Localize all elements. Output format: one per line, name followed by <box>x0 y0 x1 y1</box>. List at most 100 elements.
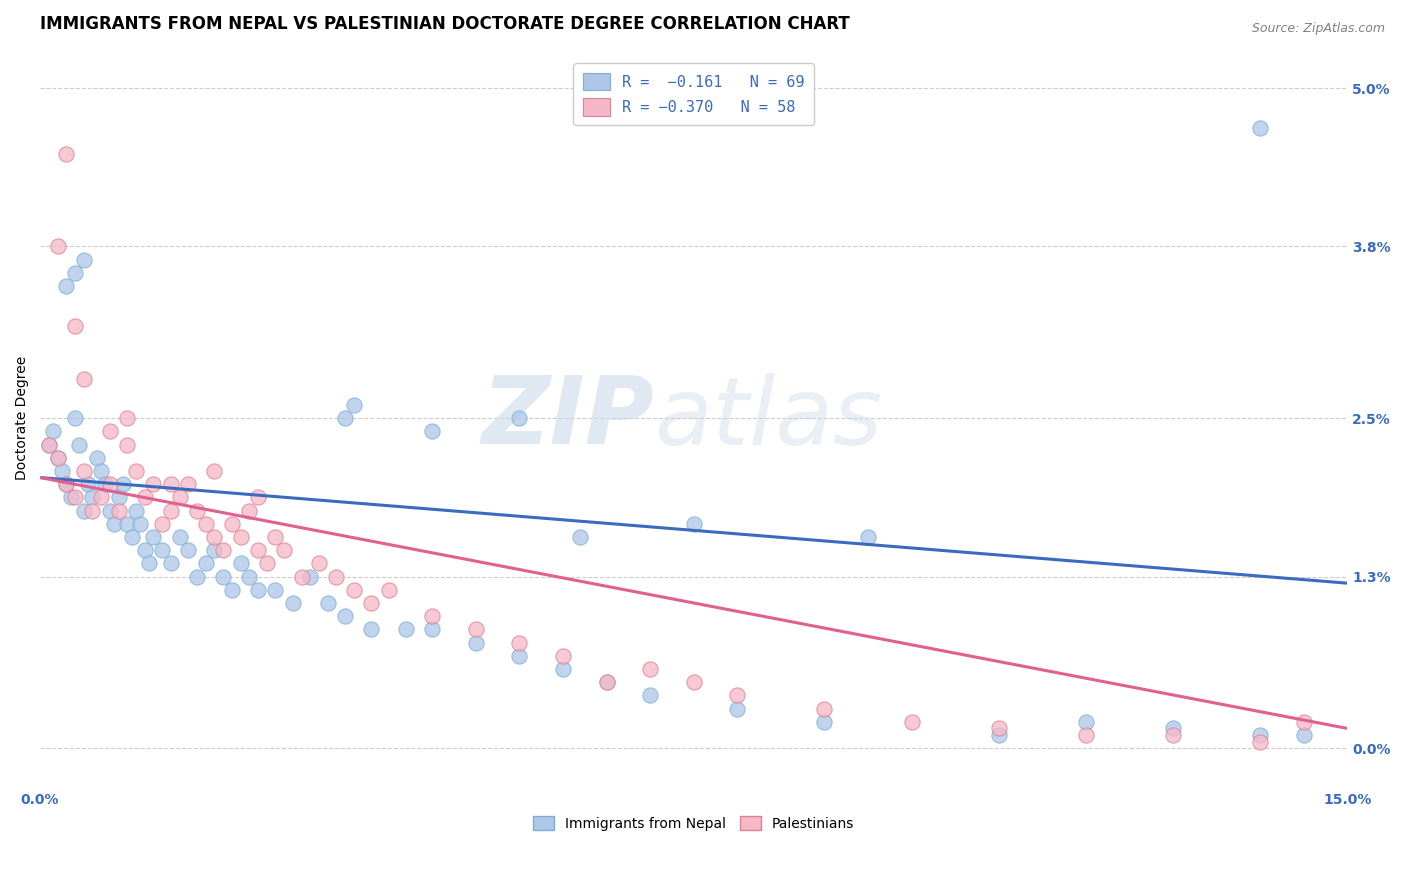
Point <box>82 503 104 517</box>
Point <box>273 543 295 558</box>
Point <box>281 596 304 610</box>
Point <box>82 491 104 505</box>
Point <box>59 491 82 505</box>
Point <box>1249 120 1271 135</box>
Point <box>212 569 235 583</box>
Point <box>308 557 330 571</box>
Point <box>46 239 69 253</box>
Point <box>987 722 1010 736</box>
Point <box>160 503 183 517</box>
Point <box>377 582 399 597</box>
Point <box>73 503 96 517</box>
Point <box>98 425 121 439</box>
Point <box>551 662 574 676</box>
Point <box>290 569 312 583</box>
Point <box>638 689 661 703</box>
Point <box>138 557 160 571</box>
Point <box>55 477 77 491</box>
Point <box>246 491 269 505</box>
Point <box>129 516 152 531</box>
Point <box>682 516 704 531</box>
Text: ZIP: ZIP <box>482 372 655 464</box>
Point <box>343 582 366 597</box>
Point <box>194 557 217 571</box>
Point <box>73 371 96 385</box>
Point <box>194 516 217 531</box>
Point <box>395 623 418 637</box>
Point <box>55 279 77 293</box>
Point <box>67 437 90 451</box>
Point <box>299 569 322 583</box>
Point <box>325 569 347 583</box>
Point <box>177 477 200 491</box>
Y-axis label: Doctorate Degree: Doctorate Degree <box>15 356 30 480</box>
Point <box>77 477 100 491</box>
Point <box>117 437 139 451</box>
Point <box>725 689 748 703</box>
Point <box>420 623 443 637</box>
Point <box>202 543 225 558</box>
Point <box>360 623 382 637</box>
Point <box>90 464 112 478</box>
Point <box>212 543 235 558</box>
Point <box>229 557 252 571</box>
Point <box>246 582 269 597</box>
Point <box>202 464 225 478</box>
Point <box>1292 714 1315 729</box>
Point <box>508 411 530 425</box>
Point <box>125 464 148 478</box>
Point <box>638 662 661 676</box>
Point <box>186 569 208 583</box>
Point <box>38 437 60 451</box>
Point <box>63 266 86 280</box>
Point <box>186 503 208 517</box>
Point <box>1249 728 1271 742</box>
Point <box>117 516 139 531</box>
Point <box>551 648 574 663</box>
Point <box>63 411 86 425</box>
Point <box>169 491 191 505</box>
Point <box>1074 728 1097 742</box>
Point <box>316 596 339 610</box>
Point <box>73 252 96 267</box>
Point <box>856 530 879 544</box>
Text: atlas: atlas <box>655 373 883 464</box>
Point <box>508 635 530 649</box>
Point <box>900 714 922 729</box>
Point <box>142 477 165 491</box>
Point <box>595 675 617 690</box>
Text: Source: ZipAtlas.com: Source: ZipAtlas.com <box>1251 22 1385 36</box>
Point <box>125 503 148 517</box>
Point <box>42 425 65 439</box>
Point <box>121 530 143 544</box>
Point <box>55 147 77 161</box>
Point <box>46 450 69 465</box>
Point <box>221 516 243 531</box>
Point <box>813 714 835 729</box>
Point <box>725 701 748 715</box>
Point <box>682 675 704 690</box>
Point <box>264 530 287 544</box>
Point <box>38 437 60 451</box>
Point <box>264 582 287 597</box>
Point <box>150 543 173 558</box>
Point <box>160 477 183 491</box>
Point <box>55 477 77 491</box>
Point <box>160 557 183 571</box>
Point <box>229 530 252 544</box>
Point <box>569 530 592 544</box>
Point <box>1249 734 1271 748</box>
Point <box>134 543 156 558</box>
Point <box>169 530 191 544</box>
Point <box>107 491 129 505</box>
Point <box>63 318 86 333</box>
Point <box>46 450 69 465</box>
Point <box>1161 722 1184 736</box>
Point <box>103 516 125 531</box>
Point <box>464 635 486 649</box>
Point <box>73 464 96 478</box>
Point <box>333 411 356 425</box>
Point <box>94 477 117 491</box>
Point <box>333 609 356 624</box>
Point <box>107 503 129 517</box>
